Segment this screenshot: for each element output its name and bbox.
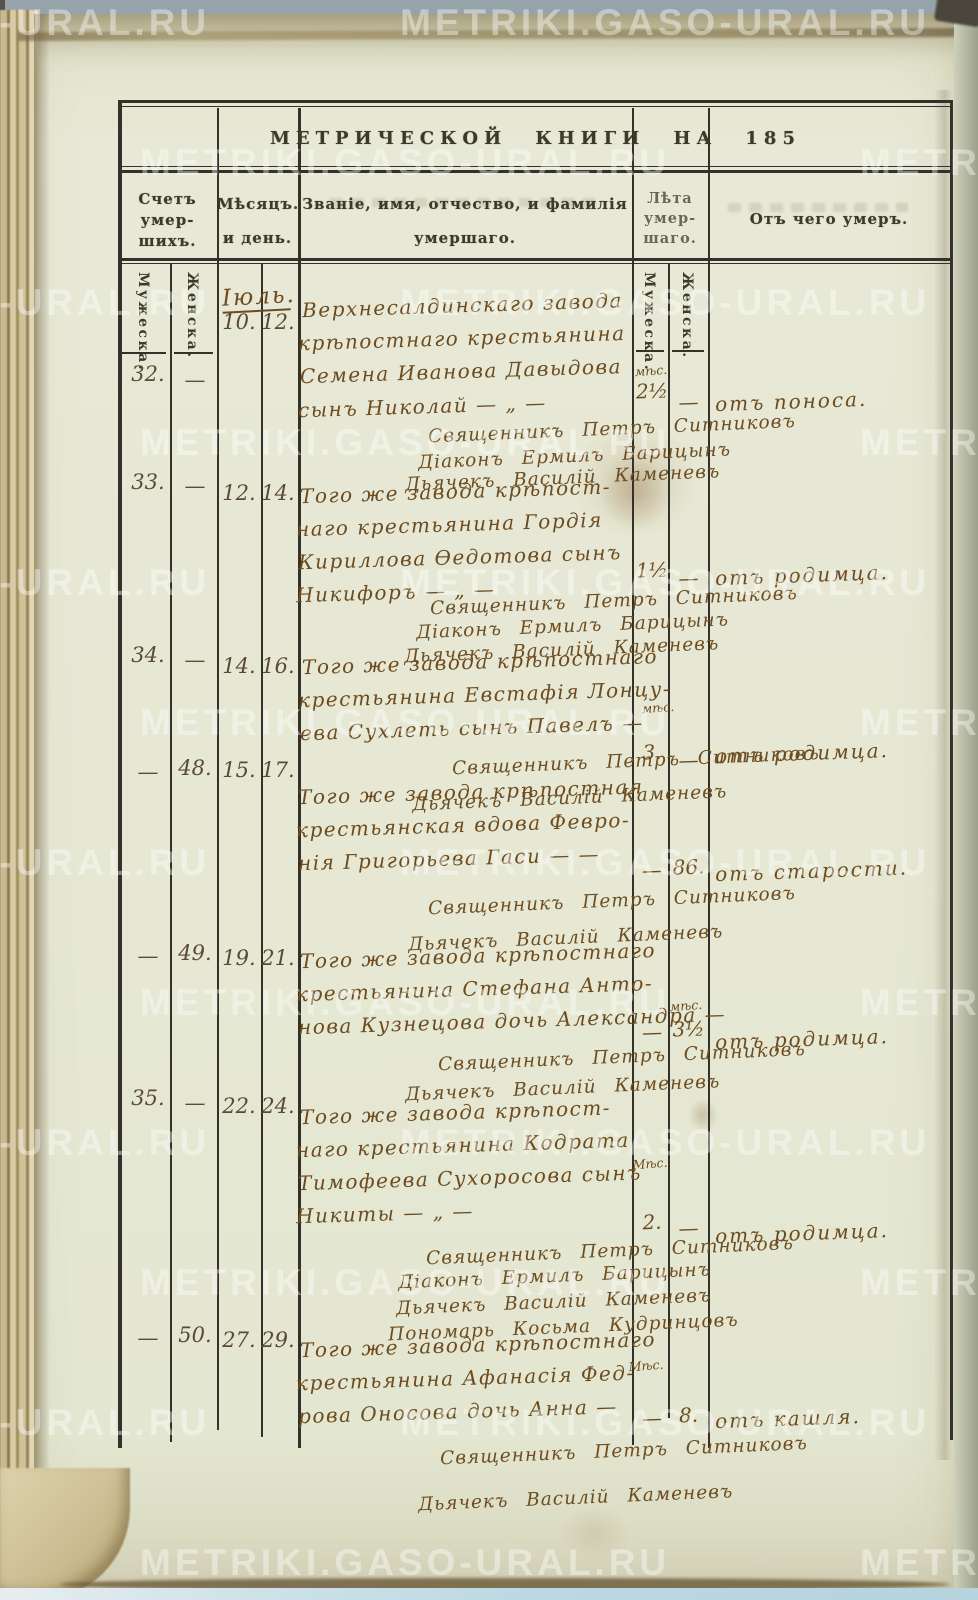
record-number-female: — [184,474,206,498]
burial-date: 12. [261,310,295,334]
page-title: МЕТРИЧЕСКОЙ КНИГИ НА 185 [270,128,801,149]
death-date: 14. [222,654,256,678]
burial-date: 17. [261,758,295,782]
age-male: 1½ [635,557,669,583]
table-line [118,100,953,103]
age-female: 86. [672,854,705,880]
record-number-male: — [137,944,159,968]
record-number-male: 33. [131,470,165,494]
col-header-month-1: Мѣсяцъ. [217,195,300,213]
col-header-cause: Отъ чего умеръ. [749,210,909,228]
record-number-male: 34. [131,643,165,667]
page-stack-left [0,10,38,1596]
table-line [217,108,219,1430]
subcol-male-age-label: Мужеска. [641,272,657,373]
death-date: 10. [222,310,256,334]
col-header-count-3: шихъ. [138,232,197,250]
record-number-male: — [137,760,159,784]
burial-date: 29. [261,1328,295,1352]
table-line [122,352,166,354]
table-line [118,258,953,261]
table-line [636,350,664,352]
col-header-age-3: шаго. [643,230,697,247]
col-header-name-2: умершаго. [414,229,516,247]
table-line [708,108,710,1448]
age-male: — [641,1019,663,1045]
death-date: 19. [222,946,256,970]
col-header-age-1: Лѣта [647,190,693,207]
gutter-shadow [34,14,50,1594]
table-line [170,263,172,1442]
table-line [118,166,953,167]
record-number-male: 32. [131,362,165,386]
scanner-background [0,1588,978,1600]
table-line [668,263,670,1418]
table-line [632,108,634,1445]
age-male: 2½ [635,378,669,404]
age-unit-note: мѣс. [669,996,703,1015]
age-unit-note: Мѣс. [632,1154,668,1173]
col-header-name-1: Званіе, имя, отчество, и фамилія [302,195,628,213]
death-date: 12. [222,481,256,505]
age-female: — [678,389,699,415]
record-number-female: 50. [178,1323,212,1347]
col-header-count-1: Счетъ [138,190,197,208]
table-line [950,100,953,1440]
table-line [118,263,953,264]
table-line [118,100,122,1448]
page-right-edge [954,12,978,1594]
subcol-male-count-label: Мужеска. [135,272,151,373]
bleed-through-text [330,198,600,207]
record-number-male: — [137,1326,159,1350]
subcol-female-age-label: Женска. [679,272,695,360]
record-number-female: — [184,648,206,672]
age-female: 3½ [672,1016,705,1042]
age-male: — [641,1405,663,1431]
col-header-count-2: умер- [140,211,195,229]
death-date: 22. [222,1094,256,1118]
table-line [298,108,301,1448]
paper-sheet [6,14,966,1592]
table-line [174,352,213,354]
table-line [118,170,953,173]
bleed-through-text [728,203,908,212]
age-female: 8. [678,1402,699,1428]
burial-date: 14. [261,481,295,505]
subcol-female-count-label: Женска. [184,272,200,360]
burial-date: 16. [261,654,295,678]
burial-date: 21. [261,946,295,970]
table-line [118,106,953,107]
col-header-age-2: умер- [643,210,697,227]
page-bottom-edge [60,1578,950,1591]
death-date: 27. [222,1328,256,1352]
age-male: — [641,857,663,883]
col-header-month-2: и день. [222,229,293,247]
death-date: 15. [222,758,256,782]
table-line [261,263,263,1437]
page-crease [934,90,952,1460]
burial-date: 24. [261,1094,295,1118]
record-number-female: 48. [178,756,212,780]
record-number-female: 49. [178,941,212,965]
table-line [672,350,704,352]
age-unit-note: мѣс. [641,698,675,717]
age-unit-note: мѣс. [634,361,668,380]
age-male: 2. [642,1209,662,1235]
record-number-male: 35. [131,1086,165,1110]
record-number-female: — [184,368,206,392]
record-number-female: — [184,1091,206,1115]
age-unit-note: Мѣс. [628,1356,664,1375]
